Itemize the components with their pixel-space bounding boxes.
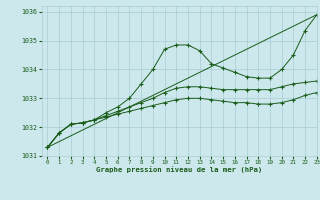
X-axis label: Graphe pression niveau de la mer (hPa): Graphe pression niveau de la mer (hPa): [96, 167, 262, 173]
